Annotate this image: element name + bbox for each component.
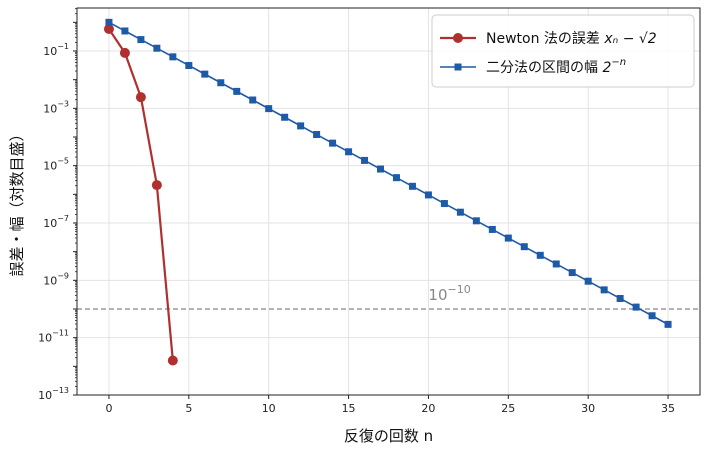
x-tick-label: 0 [105, 402, 112, 415]
x-ticks: 0 5 10 15 20 25 30 35 [105, 395, 675, 415]
bisection-point [440, 200, 448, 208]
bisection-point [361, 156, 369, 164]
legend-label-1: 二分法の区間の幅 2−n [486, 57, 626, 76]
legend-marker-square [454, 63, 462, 71]
bisection-point [137, 36, 145, 44]
y-tick-label: 10−3 [43, 99, 69, 115]
bisection-point [377, 165, 385, 173]
bisection-point [153, 44, 161, 52]
plot-frame [76, 7, 701, 396]
series-group [103, 18, 672, 366]
bisection-point [281, 113, 289, 121]
bisection-point [329, 139, 337, 147]
bisection-point [345, 148, 353, 156]
bisection-point [105, 18, 113, 26]
y-tick-label: 10−13 [38, 386, 69, 402]
legend-label-0: Newton 法の誤差 xₙ − √2 [486, 31, 657, 47]
y-axis-label: 誤差・幅（対数目盛） [8, 126, 26, 276]
x-tick-label: 30 [581, 402, 595, 415]
bisection-point [185, 61, 193, 69]
bisection-point [504, 234, 512, 242]
bisection-point [297, 122, 305, 130]
y-ticks: 10−1 10−3 10−5 10−7 10−9 10−11 10−13 [38, 8, 77, 402]
bisection-point [472, 217, 480, 225]
bisection-point [392, 174, 400, 182]
y-tick-label: 10−11 [38, 329, 69, 345]
bisection-point [408, 182, 416, 190]
bisection-point [313, 131, 321, 139]
bisection-point [584, 277, 592, 285]
bisection-point [217, 79, 225, 87]
bisection-point [648, 312, 656, 320]
bisection-point [121, 27, 129, 35]
bisection-point [488, 225, 496, 233]
newton-point [103, 23, 114, 34]
series-line-0 [108, 28, 174, 361]
bisection-point [424, 191, 432, 199]
reference-line-label: 10−10 [428, 283, 470, 304]
x-tick-label: 20 [421, 402, 435, 415]
legend-marker-circle [453, 33, 463, 43]
bisection-point [632, 303, 640, 311]
bisection-point [169, 53, 177, 61]
legend-box [431, 14, 695, 88]
newton-point [167, 355, 178, 366]
x-tick-label: 35 [661, 402, 675, 415]
bisection-point [456, 208, 464, 216]
bisection-point [265, 105, 273, 113]
newton-point [135, 92, 146, 103]
bisection-point [249, 96, 257, 104]
y-tick-label: 10−5 [43, 157, 69, 173]
bisection-point [552, 260, 560, 268]
reference-line-group: 10−10 [77, 283, 700, 310]
bisection-point [520, 243, 528, 251]
y-tick-label: 10−7 [43, 214, 69, 230]
x-tick-label: 15 [342, 402, 356, 415]
legend: Newton 法の誤差 xₙ − √2 二分法の区間の幅 2−n [431, 14, 695, 88]
bisection-point [233, 87, 241, 95]
y-tick-label: 10−9 [43, 271, 69, 287]
bisection-point [600, 286, 608, 294]
y-tick-label: 10−1 [43, 42, 69, 58]
bisection-point [616, 294, 624, 302]
bisection-point [568, 269, 576, 277]
newton-point [151, 180, 162, 191]
bisection-point [536, 251, 544, 259]
x-axis-label: 反復の回数 n [344, 427, 433, 445]
x-tick-label: 10 [262, 402, 276, 415]
bisection-point [664, 320, 672, 328]
newton-point [119, 47, 130, 58]
x-tick-label: 5 [185, 402, 192, 415]
bisection-point [201, 70, 209, 78]
x-tick-label: 25 [501, 402, 515, 415]
